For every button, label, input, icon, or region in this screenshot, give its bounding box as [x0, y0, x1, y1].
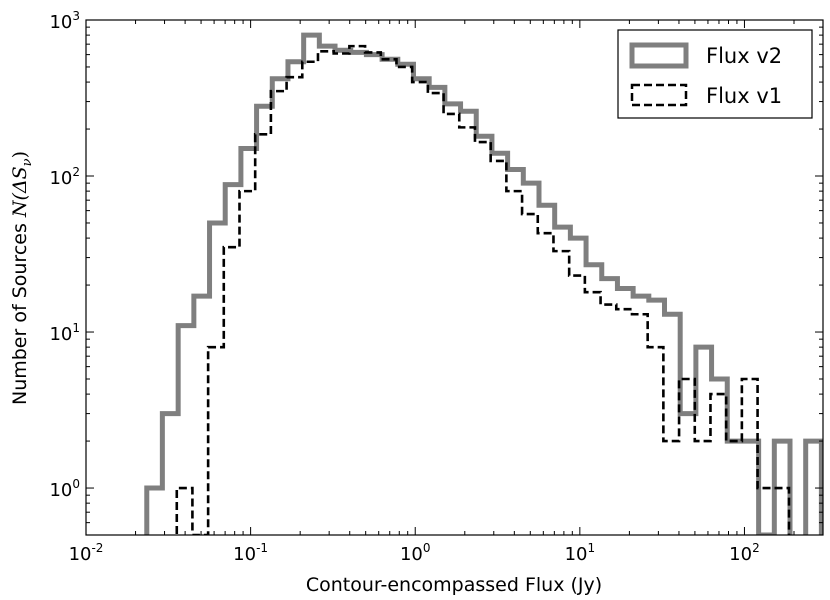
x-tick-label: 10-2	[69, 541, 104, 565]
x-tick-label: 100	[400, 541, 431, 565]
x-tick-label: 10-1	[233, 541, 268, 565]
series-line-flux-v1	[175, 44, 791, 535]
legend-label-flux-v1: Flux v1	[706, 84, 782, 108]
x-tick-label: 102	[729, 541, 760, 565]
series-layer	[144, 32, 823, 535]
x-tick-label: 101	[565, 541, 596, 565]
x-axis-label: Contour-encompassed Flux (Jy)	[306, 574, 602, 596]
legend-swatch-flux-v2	[629, 42, 689, 69]
legend-swatch-flux-v1	[630, 83, 688, 107]
legend: Flux v2 Flux v1	[617, 29, 813, 119]
tick-labels: 10-2 10-1 100 101 102 100 101 102 103	[49, 9, 759, 565]
y-tick-label: 100	[49, 477, 80, 501]
y-tick-label: 102	[49, 165, 80, 189]
y-axis-label: Number of Sources N(ΔSν)	[9, 151, 35, 405]
legend-label-flux-v2: Flux v2	[706, 44, 782, 68]
y-tick-label: 101	[49, 321, 80, 345]
y-tick-label: 103	[49, 9, 80, 33]
plot-frame	[85, 19, 824, 536]
